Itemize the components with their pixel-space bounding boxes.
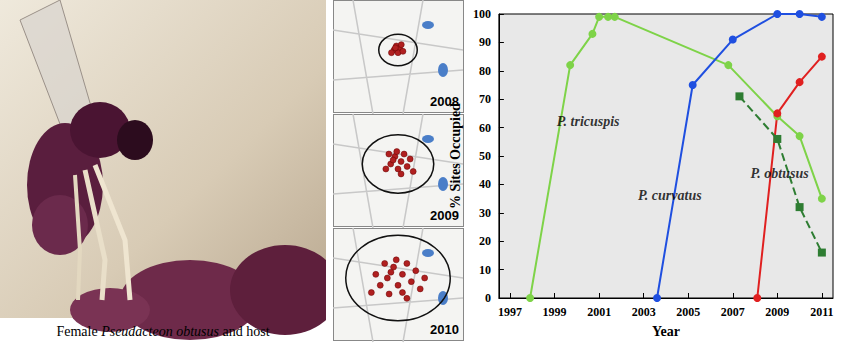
svg-text:80: 80 [479,64,491,78]
svg-text:2001: 2001 [587,305,611,319]
svg-text:2007: 2007 [721,305,745,319]
svg-text:% Sites Occupied: % Sites Occupied [448,103,463,209]
svg-text:40: 40 [479,177,491,191]
svg-text:10: 10 [479,263,491,277]
svg-text:70: 70 [479,92,491,106]
svg-text:60: 60 [479,121,491,135]
svg-text:1999: 1999 [543,305,567,319]
svg-text:30: 30 [479,206,491,220]
svg-text:2011: 2011 [810,305,833,319]
svg-text:P. obtusus: P. obtusus [751,166,810,181]
svg-text:2009: 2009 [430,208,459,223]
svg-text:1997: 1997 [498,305,522,319]
svg-text:0: 0 [485,291,491,305]
svg-text:90: 90 [479,35,491,49]
svg-text:100: 100 [473,7,491,21]
svg-text:50: 50 [479,149,491,163]
svg-text:2009: 2009 [765,305,789,319]
svg-text:2005: 2005 [676,305,700,319]
svg-text:2010: 2010 [430,322,459,337]
svg-text:Year: Year [652,324,680,339]
svg-text:P. curvatus: P. curvatus [638,188,702,203]
svg-text:20: 20 [479,234,491,248]
svg-text:2008: 2008 [430,94,459,109]
svg-text:Female Pseudacteon obtusus and: Female Pseudacteon obtusus and host [56,324,269,339]
svg-text:2003: 2003 [632,305,656,319]
svg-text:P. tricuspis: P. tricuspis [557,114,620,129]
